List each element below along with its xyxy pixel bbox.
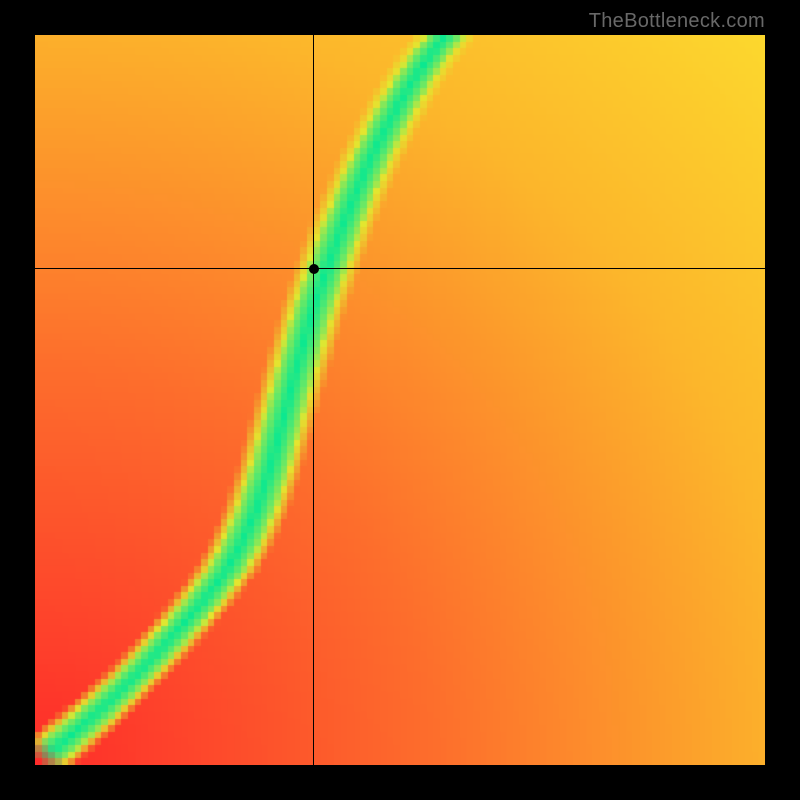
crosshair-vertical xyxy=(313,35,314,765)
crosshair-horizontal xyxy=(35,268,765,269)
bottleneck-heatmap xyxy=(35,35,765,765)
watermark-text: TheBottleneck.com xyxy=(589,10,765,33)
chart-container: TheBottleneck.com xyxy=(0,0,800,800)
crosshair-marker xyxy=(309,264,319,274)
